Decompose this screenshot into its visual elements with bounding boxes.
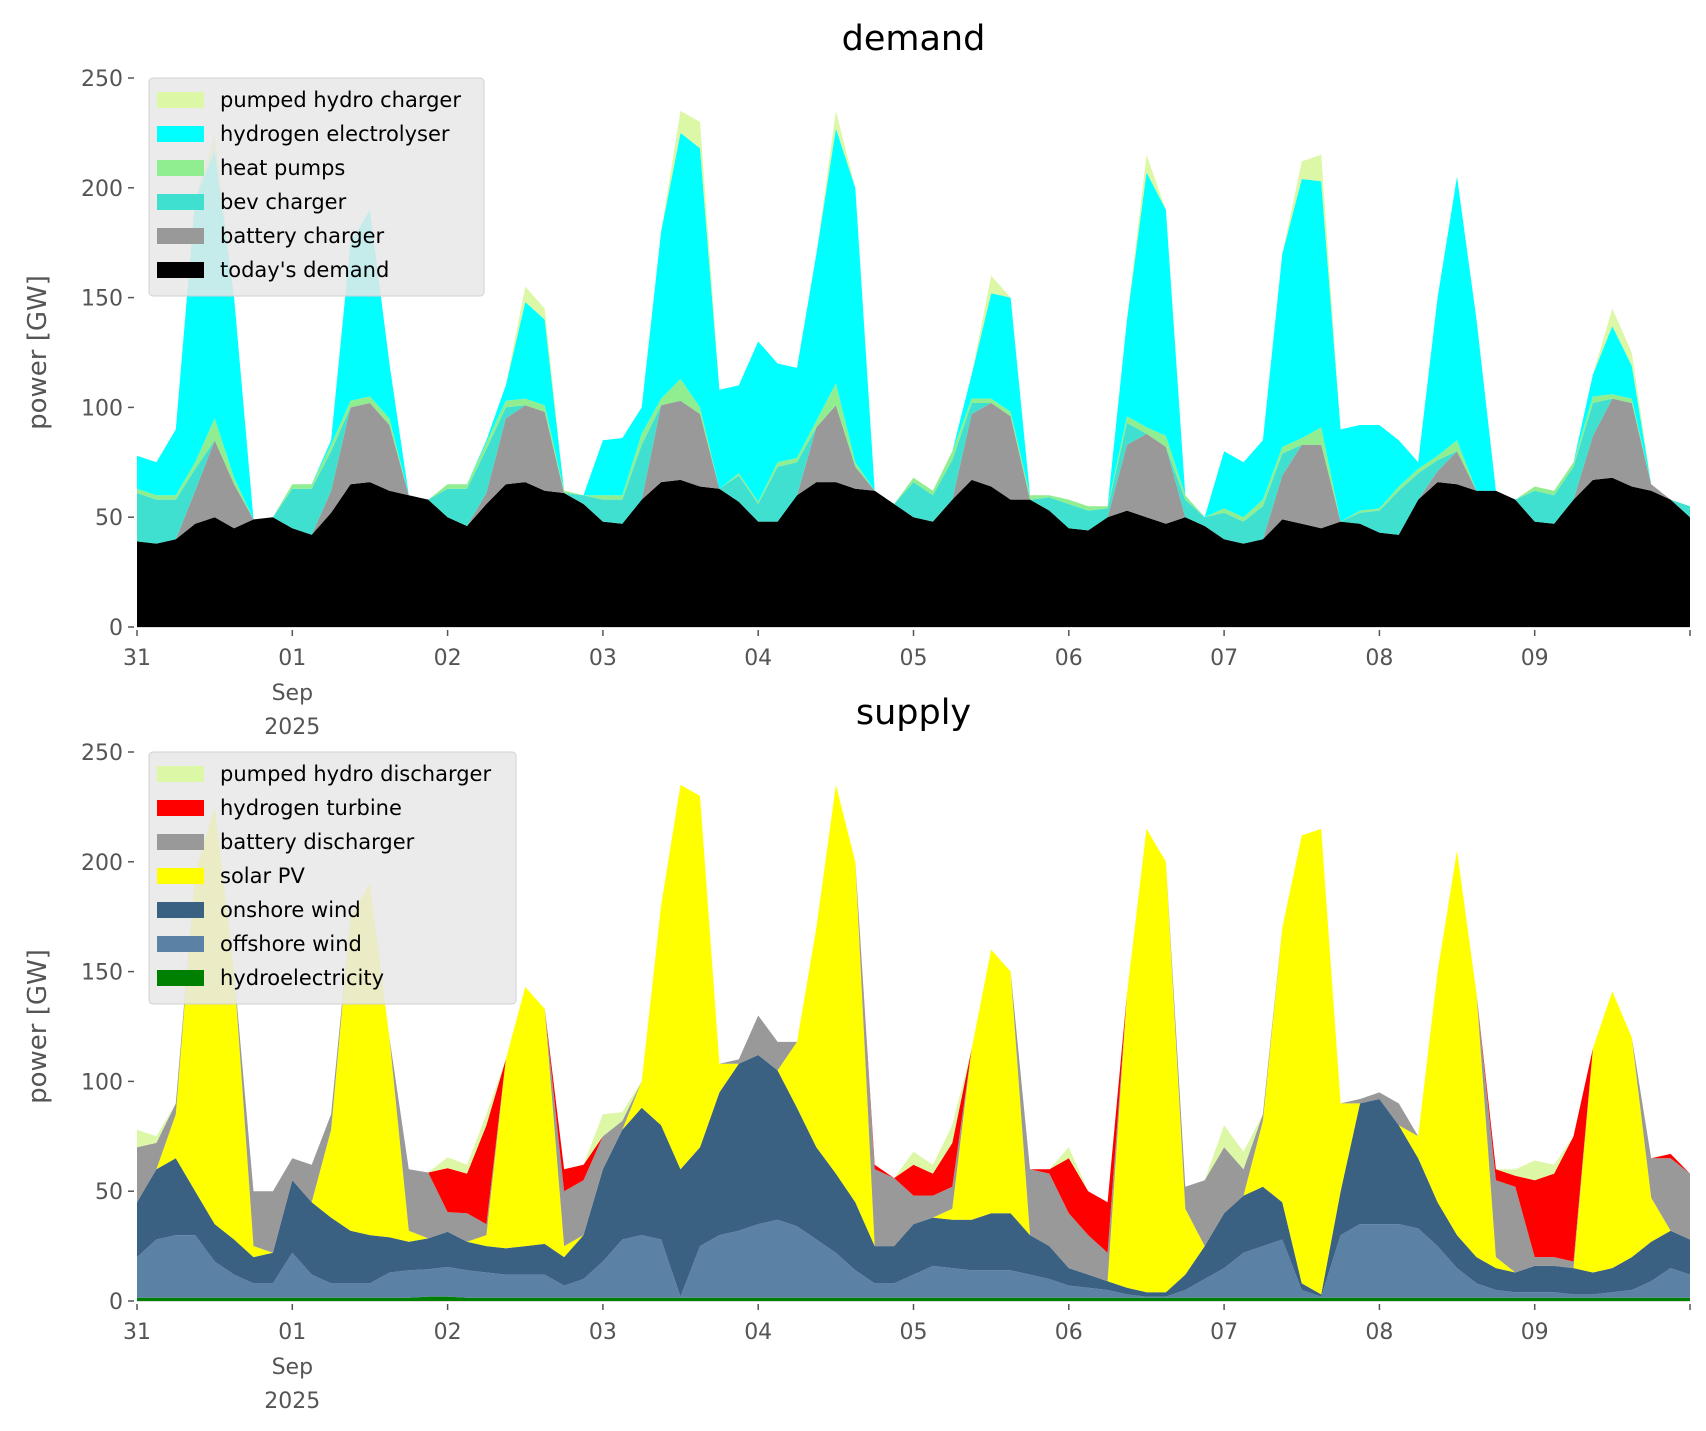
x-tick-year: 2025	[264, 715, 320, 740]
x-tick-label: 31	[123, 1320, 151, 1345]
x-tick-label: 05	[900, 1320, 928, 1345]
y-tick-label: 100	[81, 1070, 123, 1095]
legend-item: hydroelectricity	[157, 966, 384, 990]
x-tick-label: 08	[1365, 1320, 1393, 1345]
legend-item: onshore wind	[157, 898, 361, 922]
legend-swatch	[157, 160, 204, 176]
y-tick-label: 150	[81, 961, 123, 986]
legend-swatch	[157, 262, 204, 278]
legend-label: pumped hydro discharger	[220, 762, 491, 786]
legend-label: onshore wind	[220, 898, 361, 922]
legend-frame	[148, 77, 485, 297]
legend-item: solar PV	[157, 864, 305, 888]
legend-swatch	[157, 936, 204, 952]
area-onshore-wind	[137, 1055, 1690, 1297]
x-tick-label: 04	[744, 1320, 772, 1345]
x-tick-label: 05	[900, 646, 928, 671]
legend-label: heat pumps	[220, 156, 345, 180]
x-tick-label: 01	[278, 646, 306, 671]
y-tick-label: 250	[81, 741, 123, 766]
y-axis-label: power [GW]	[23, 949, 53, 1104]
x-tick-label: 06	[1055, 646, 1083, 671]
y-tick-label: 0	[109, 616, 123, 641]
x-tick-label: 04	[744, 646, 772, 671]
area-hydrogen-turbine	[137, 784, 1690, 1262]
x-tick-year: 2025	[264, 1389, 320, 1414]
legend-item: heat pumps	[157, 156, 345, 180]
legend-swatch	[157, 194, 204, 210]
legend: pumped hydro charger hydrogen electrolyse…	[148, 77, 485, 297]
legend-swatch	[157, 868, 204, 884]
legend-swatch	[157, 970, 204, 986]
x-tick-label: 03	[589, 646, 617, 671]
legend-item: hydrogen turbine	[157, 796, 402, 820]
y-tick-label: 50	[95, 1180, 123, 1205]
legend-label: hydrogen electrolyser	[220, 122, 450, 146]
legend-item: hydrogen electrolyser	[157, 122, 450, 146]
area-hydrogen-electrolyser	[137, 128, 1690, 522]
x-tick-label: 02	[434, 1320, 462, 1345]
x-tick-month: Sep	[272, 681, 313, 706]
x-tick-label: 09	[1521, 1320, 1549, 1345]
legend-item: offshore wind	[157, 932, 362, 956]
legend-swatch	[157, 92, 204, 108]
x-tick-label: 09	[1521, 646, 1549, 671]
area-bev-charger	[137, 398, 1690, 544]
x-tick-label: 07	[1210, 646, 1238, 671]
legend-swatch	[157, 228, 204, 244]
x-tick-label: 31	[123, 646, 151, 671]
y-tick-label: 150	[81, 287, 123, 312]
x-tick-label: 01	[278, 1320, 306, 1345]
x-tick-month: Sep	[272, 1355, 313, 1380]
legend-label: offshore wind	[220, 932, 362, 956]
legend-swatch	[157, 766, 204, 782]
y-tick-label: 50	[95, 506, 123, 531]
legend-label: battery discharger	[220, 830, 415, 854]
legend-label: hydroelectricity	[220, 966, 384, 990]
y-tick-label: 100	[81, 396, 123, 421]
legend-swatch	[157, 126, 204, 142]
legend-item: battery charger	[157, 224, 385, 248]
legend-label: today's demand	[220, 258, 389, 282]
legend-label: hydrogen turbine	[220, 796, 402, 820]
legend-label: bev charger	[220, 190, 347, 214]
y-axis-label: power [GW]	[23, 275, 53, 430]
y-tick-label: 200	[81, 177, 123, 202]
x-tick-label: 08	[1365, 646, 1393, 671]
area-offshore-wind	[137, 1219, 1690, 1298]
legend-swatch	[157, 902, 204, 918]
legend-label: battery charger	[220, 224, 385, 248]
area-today-s-demand	[137, 477, 1690, 627]
y-tick-label: 250	[81, 67, 123, 92]
y-tick-label: 0	[109, 1290, 123, 1315]
area-battery-charger	[137, 398, 1690, 544]
x-tick-label: 03	[589, 1320, 617, 1345]
legend-item: battery discharger	[157, 830, 415, 854]
chart-title: supply	[856, 693, 971, 733]
chart-title: demand	[842, 19, 986, 59]
legend: pumped hydro discharger hydrogen turbine b…	[148, 751, 517, 1005]
legend-swatch	[157, 800, 204, 816]
legend-item: pumped hydro discharger	[157, 762, 491, 786]
y-tick-label: 200	[81, 851, 123, 876]
legend-label: pumped hydro charger	[220, 88, 461, 112]
legend-item: today's demand	[157, 258, 389, 282]
x-tick-label: 06	[1055, 1320, 1083, 1345]
area-solar-pv	[137, 784, 1690, 1295]
legend-item: pumped hydro charger	[157, 88, 461, 112]
x-tick-label: 07	[1210, 1320, 1238, 1345]
legend-label: solar PV	[220, 864, 305, 888]
legend-frame	[148, 751, 517, 1005]
x-tick-label: 02	[434, 646, 462, 671]
legend-item: bev charger	[157, 190, 347, 214]
legend-swatch	[157, 834, 204, 850]
